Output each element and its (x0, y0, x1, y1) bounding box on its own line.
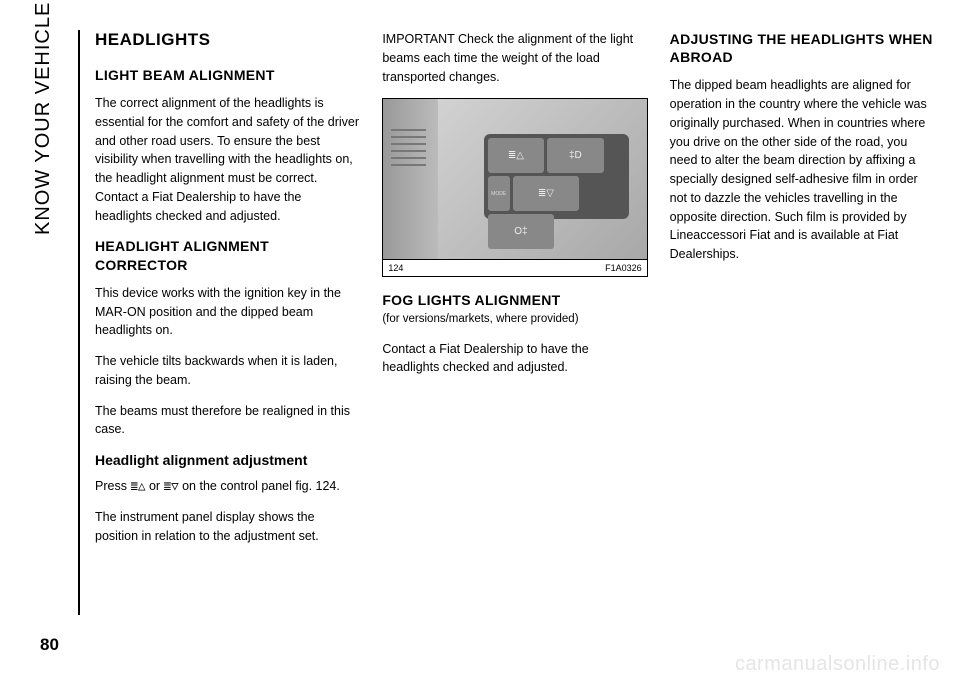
headlight-down-icon: ≣▽ (164, 478, 179, 493)
important-note: IMPORTANT Check the alignment of the lig… (382, 30, 647, 86)
section-tab-label: KNOW YOUR VEHICLE (32, 2, 55, 235)
body-text: The correct alignment of the headlights … (95, 94, 360, 225)
headlight-down-button: ≣▽ (513, 176, 580, 211)
figure-number: 124 (388, 263, 403, 273)
text-fragment: on the control panel fig. 124. (179, 479, 340, 493)
mode-button: MODE (488, 176, 510, 211)
text-fragment: or (146, 479, 164, 493)
figure-caption: 124 F1A0326 (383, 259, 646, 276)
body-text: This device works with the ignition key … (95, 284, 360, 340)
body-text: The instrument panel display shows the p… (95, 508, 360, 546)
vent-icon (391, 129, 426, 189)
column-2: IMPORTANT Check the alignment of the lig… (382, 30, 647, 558)
column-3: ADJUSTING THE HEADLIGHTS WHEN ABROAD The… (670, 30, 935, 558)
body-text: The vehicle tilts backwards when it is l… (95, 352, 360, 390)
headlight-up-icon: ≣△ (508, 150, 524, 161)
heading-fog-lights-alignment: FOG LIGHTS ALIGNMENT (382, 291, 647, 309)
content-area: HEADLIGHTS LIGHT BEAM ALIGNMENT The corr… (95, 30, 935, 558)
page-title: HEADLIGHTS (95, 30, 360, 50)
body-text: Contact a Fiat Dealership to have the he… (382, 340, 647, 378)
fog-light-front-button: ‡D (547, 138, 604, 173)
figure-124: ≣△ ‡D MODE ≣▽ O‡ 124 F1A0326 (382, 98, 647, 277)
control-panel: ≣△ ‡D MODE ≣▽ O‡ (484, 134, 629, 219)
column-1: HEADLIGHTS LIGHT BEAM ALIGNMENT The corr… (95, 30, 360, 558)
heading-alignment-corrector: HEADLIGHT ALIGNMENT CORRECTOR (95, 237, 360, 273)
body-text: The beams must therefore be realigned in… (95, 402, 360, 440)
body-text: The dipped beam headlights are aligned f… (670, 76, 935, 264)
heading-light-beam-alignment: LIGHT BEAM ALIGNMENT (95, 66, 360, 84)
heading-alignment-adjustment: Headlight alignment adjustment (95, 451, 360, 469)
provision-note: (for versions/markets, where provided) (382, 311, 647, 327)
fog-front-icon: ‡D (569, 150, 582, 161)
page-number: 80 (40, 635, 59, 655)
headlight-up-icon: ≣△ (130, 478, 145, 493)
headlight-up-button: ≣△ (488, 138, 545, 173)
headlight-down-icon: ≣▽ (538, 188, 554, 199)
figure-image: ≣△ ‡D MODE ≣▽ O‡ (383, 99, 646, 259)
sidebar-divider (78, 30, 80, 615)
text-fragment: Press (95, 479, 130, 493)
heading-adjusting-abroad: ADJUSTING THE HEADLIGHTS WHEN ABROAD (670, 30, 935, 66)
fog-light-rear-button: O‡ (488, 214, 555, 249)
fog-rear-icon: O‡ (514, 226, 527, 237)
body-text: Press ≣△ or ≣▽ on the control panel fig.… (95, 477, 360, 496)
figure-code: F1A0326 (605, 263, 642, 273)
dashboard-vent-area (383, 99, 438, 259)
watermark: carmanualsonline.info (735, 653, 940, 676)
